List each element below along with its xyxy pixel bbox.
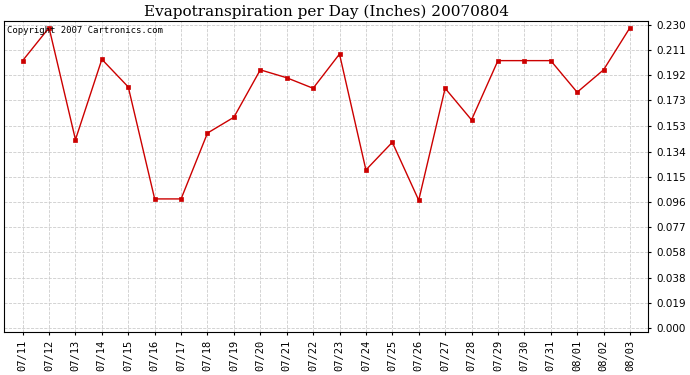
Text: Copyright 2007 Cartronics.com: Copyright 2007 Cartronics.com	[8, 26, 164, 35]
Title: Evapotranspiration per Day (Inches) 20070804: Evapotranspiration per Day (Inches) 2007…	[144, 4, 509, 18]
